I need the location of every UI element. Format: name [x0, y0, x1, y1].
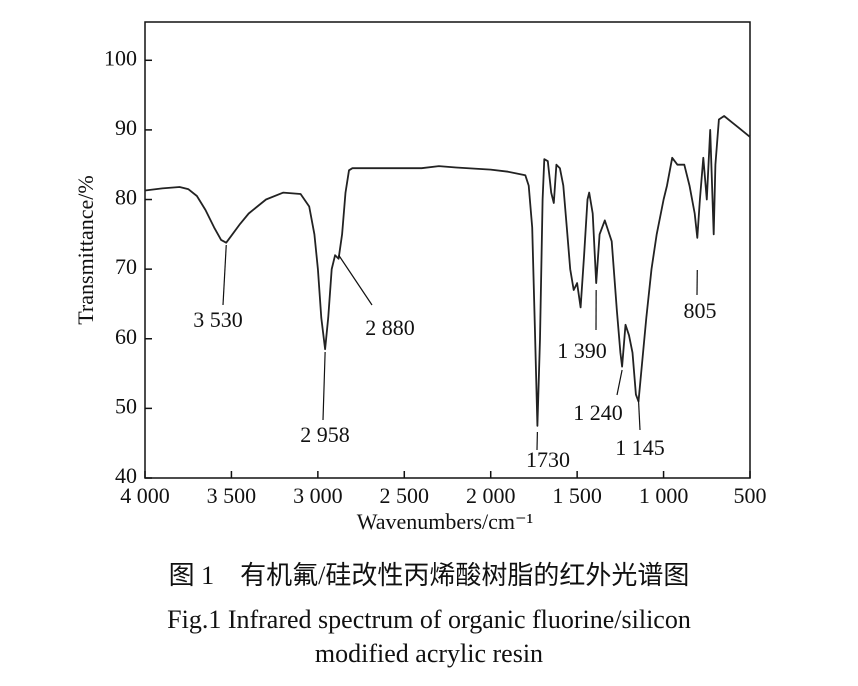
annotation-line	[637, 399, 641, 431]
annotation-label: 2 958	[300, 422, 350, 447]
annotation-line	[222, 244, 227, 306]
caption-en: modified acrylic resin	[315, 639, 543, 668]
caption-cn: 图 1 有机氟/硅改性丙烯酸树脂的红外光谱图	[169, 561, 690, 590]
y-tick-label: 40	[115, 463, 137, 488]
y-tick-label: 50	[115, 393, 137, 418]
annotation-line	[338, 254, 373, 306]
y-tick-label: 60	[115, 324, 137, 349]
x-tick-label: 3 000	[293, 483, 343, 508]
annotation-label: 1730	[526, 447, 570, 472]
x-tick-label: 1 500	[552, 483, 602, 508]
x-tick-label: 500	[734, 483, 767, 508]
annotation-label: 805	[684, 298, 717, 323]
x-axis-label: Wavenumbers/cm⁻¹	[357, 509, 534, 534]
annotation-line	[616, 369, 623, 396]
y-tick-label: 100	[104, 45, 137, 70]
x-tick-label: 1 000	[639, 483, 689, 508]
y-tick-label: 80	[115, 185, 137, 210]
annotation-label: 1 145	[615, 435, 665, 460]
annotation-label: 1 240	[573, 400, 623, 425]
y-axis-label: Transmittance/%	[73, 175, 98, 325]
annotation-line	[322, 351, 326, 421]
spectrum-line	[144, 115, 751, 427]
x-tick-label: 4 000	[120, 483, 170, 508]
annotation-label: 3 530	[193, 307, 243, 332]
y-tick-label: 90	[115, 115, 137, 140]
annotation-label: 1 390	[557, 338, 607, 363]
caption-en: Fig.1 Infrared spectrum of organic fluor…	[167, 605, 691, 634]
x-tick-label: 3 500	[207, 483, 257, 508]
plot-frame	[144, 21, 751, 479]
x-tick-label: 2 000	[466, 483, 516, 508]
y-tick-label: 70	[115, 254, 137, 279]
x-tick-label: 2 500	[380, 483, 430, 508]
annotation-label: 2 880	[365, 315, 415, 340]
